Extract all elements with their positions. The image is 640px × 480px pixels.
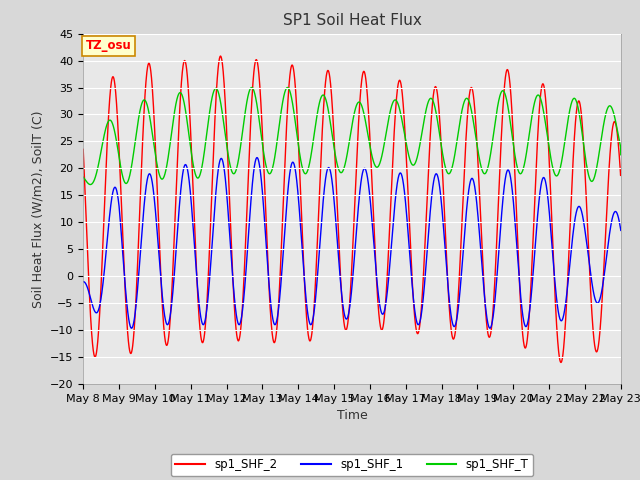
sp1_SHF_2 (79, 146, 87, 152)
sp1_SHF_T (309, 140, 317, 145)
sp1_SHF_2 (285, 76, 293, 82)
Line: sp1_SHF_T: sp1_SHF_T (83, 87, 621, 184)
sp1_SHF_1 (173, 243, 180, 249)
sp1_SHF_2 (309, 321, 317, 327)
sp1_SHF_1 (486, 325, 494, 331)
sp1_SHF_2 (141, 100, 148, 106)
Line: sp1_SHF_1: sp1_SHF_1 (83, 157, 621, 328)
sp1_SHF_1 (253, 155, 261, 160)
sp1_SHF_T (607, 103, 614, 109)
sp1_SHF_1 (607, 224, 614, 230)
X-axis label: Time: Time (337, 409, 367, 422)
sp1_SHF_T (286, 88, 294, 94)
Title: SP1 Soil Heat Flux: SP1 Soil Heat Flux (283, 13, 421, 28)
sp1_SHF_T (173, 98, 180, 104)
sp1_SHF_2 (617, 168, 625, 174)
sp1_SHF_T (617, 152, 625, 157)
sp1_SHF_2 (173, 181, 180, 187)
sp1_SHF_T (79, 174, 87, 180)
Y-axis label: Soil Heat Flux (W/m2), SoilT (C): Soil Heat Flux (W/m2), SoilT (C) (31, 110, 44, 308)
sp1_SHF_1 (617, 228, 625, 233)
sp1_SHF_T (248, 84, 255, 90)
sp1_SHF_1 (549, 252, 557, 257)
sp1_SHF_1 (285, 172, 293, 178)
sp1_SHF_2 (548, 235, 556, 241)
sp1_SHF_T (86, 181, 94, 187)
sp1_SHF_T (141, 97, 148, 103)
sp1_SHF_2 (217, 53, 225, 59)
sp1_SHF_2 (607, 144, 614, 150)
Line: sp1_SHF_2: sp1_SHF_2 (83, 56, 621, 362)
sp1_SHF_1 (309, 317, 317, 323)
sp1_SHF_2 (557, 360, 564, 365)
sp1_SHF_1 (79, 279, 87, 285)
Legend: sp1_SHF_2, sp1_SHF_1, sp1_SHF_T: sp1_SHF_2, sp1_SHF_1, sp1_SHF_T (171, 454, 533, 476)
sp1_SHF_T (549, 165, 557, 170)
Text: TZ_osu: TZ_osu (86, 39, 132, 52)
sp1_SHF_1 (141, 198, 148, 204)
